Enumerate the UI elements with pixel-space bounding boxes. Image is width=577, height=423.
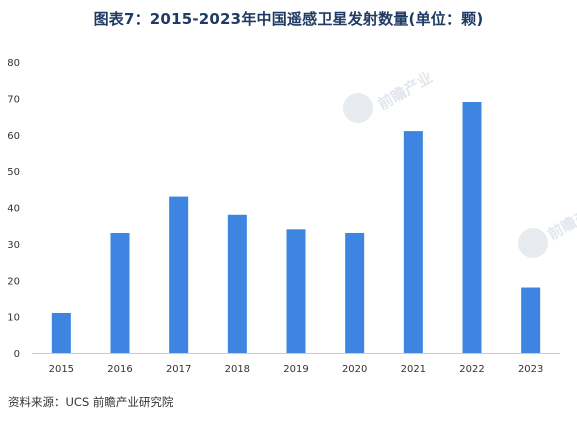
y-tick-label: 20 <box>7 276 20 287</box>
bar-2023 <box>521 287 541 353</box>
x-tick-label: 2015 <box>49 364 74 375</box>
bar-2020 <box>345 232 365 353</box>
bar-2019 <box>286 229 306 353</box>
y-tick-label: 60 <box>7 131 20 142</box>
y-tick-label: 50 <box>7 167 20 178</box>
y-tick-label: 40 <box>7 204 20 215</box>
x-tick-label: 2018 <box>225 364 250 375</box>
bar-2017 <box>169 196 189 353</box>
bar-2018 <box>227 214 247 353</box>
bar-2021 <box>403 131 423 353</box>
x-tick-label: 2023 <box>518 364 543 375</box>
bar-2015 <box>51 312 71 353</box>
bar-series <box>51 102 541 353</box>
x-tick-label: 2020 <box>342 364 367 375</box>
x-tick-label: 2019 <box>283 364 308 375</box>
y-tick-label: 30 <box>7 240 20 251</box>
watermark-logo-icon <box>518 228 548 258</box>
x-axis: 2015 2016 2017 2018 2019 2020 2021 2022 2023 <box>49 364 544 375</box>
bar-2016 <box>110 232 130 353</box>
y-tick-label: 0 <box>14 349 20 360</box>
source-note: 资料来源：UCS 前瞻产业研究院 <box>8 395 174 409</box>
x-tick-label: 2021 <box>401 364 426 375</box>
y-tick-label: 10 <box>7 313 20 324</box>
bar-2022 <box>462 102 482 353</box>
y-tick-label: 80 <box>7 58 20 69</box>
watermark-logo-icon <box>343 93 373 123</box>
x-tick-label: 2016 <box>107 364 132 375</box>
x-tick-label: 2022 <box>459 364 484 375</box>
x-tick-label: 2017 <box>166 364 191 375</box>
y-tick-label: 70 <box>7 94 20 105</box>
chart-title: 图表7：2015-2023年中国遥感卫星发射数量(单位：颗) <box>93 10 484 28</box>
y-axis: 0 10 20 30 40 50 60 70 80 <box>7 58 20 360</box>
